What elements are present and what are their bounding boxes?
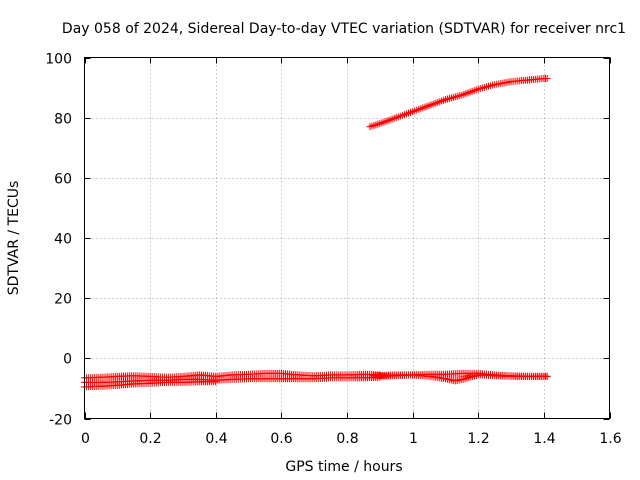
data-point	[212, 378, 220, 386]
x-tick-label: 0.8	[336, 431, 358, 447]
series-arc-B	[81, 373, 384, 386]
series-high-satellite-arc	[366, 75, 551, 131]
grid-lines	[84, 57, 610, 419]
data-point	[463, 374, 471, 382]
plot-frame	[84, 57, 610, 419]
y-tick-label: 80	[54, 112, 72, 128]
y-tick-label: -20	[49, 413, 72, 429]
y-tick-label: 100	[45, 52, 72, 68]
x-tick-label: 0.4	[205, 431, 227, 447]
y-tick-label: 20	[54, 292, 72, 308]
chart-title: Day 058 of 2024, Sidereal Day-to-day VTE…	[62, 21, 626, 37]
series-arc-C	[81, 378, 220, 391]
series-arc-E	[376, 369, 551, 380]
y-tick-label: 60	[54, 172, 72, 188]
data-points	[81, 75, 551, 391]
x-axis-label: GPS time / hours	[285, 459, 402, 475]
axis-ticks: 0 0.2 0.4 0.6 0.8 1 1.2 1.4 1.6 -20 0 20 40 60 80 100	[45, 52, 621, 448]
x-tick-label: 0	[81, 431, 90, 447]
x-tick-label: 0.6	[270, 431, 292, 447]
x-tick-label: 1.4	[533, 431, 555, 447]
y-axis-label: SDTVAR / TECUs	[6, 181, 22, 296]
x-tick-label: 1	[409, 431, 418, 447]
x-tick-label: 1.6	[599, 431, 621, 447]
x-tick-label: 1.2	[467, 431, 489, 447]
data-point	[543, 75, 551, 83]
y-tick-label: 0	[63, 352, 72, 368]
data-point	[543, 372, 551, 380]
y-tick-label: 40	[54, 232, 72, 248]
x-tick-label: 0.2	[139, 431, 161, 447]
